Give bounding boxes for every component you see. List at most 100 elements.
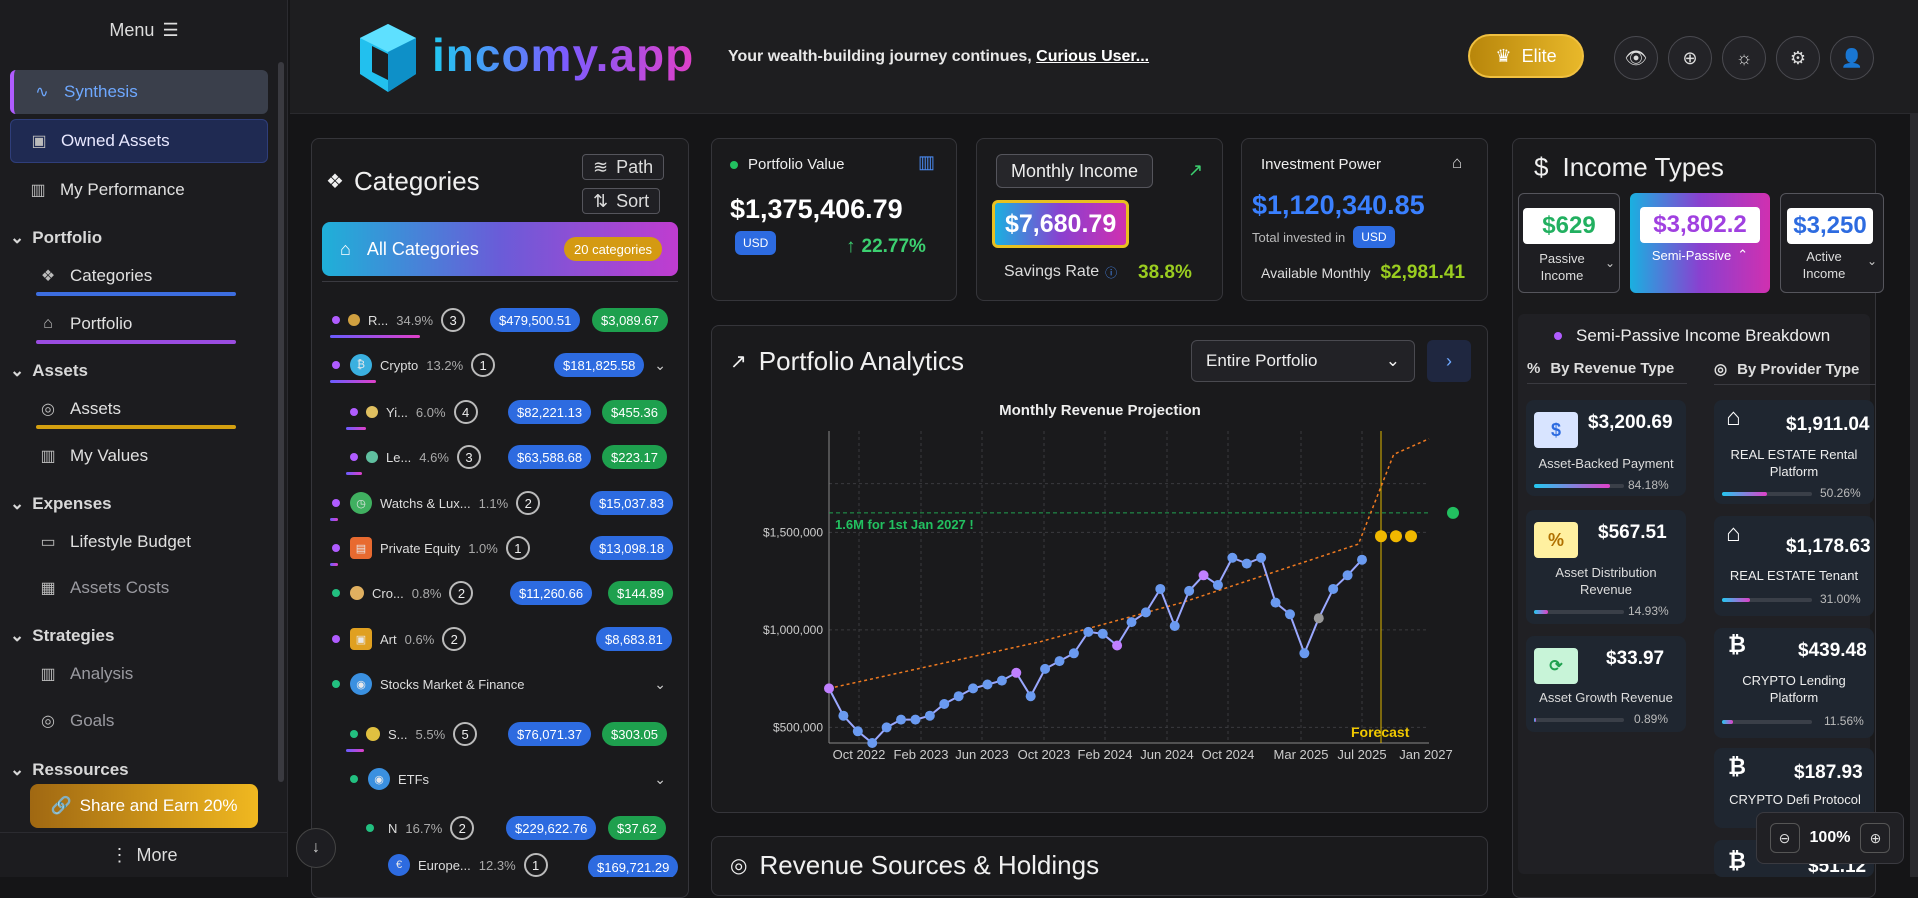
sidebar-item-portfolio[interactable]: ⌂ Portfolio bbox=[20, 302, 268, 346]
section-assets[interactable]: ⌄ Assets bbox=[10, 361, 88, 381]
category-row[interactable]: ₿ Crypto 13.2% 1 $181,825.58 ⌄ bbox=[322, 345, 678, 385]
sidebar-item-label: My Performance bbox=[60, 180, 185, 199]
chevron-down-icon: ⌄ bbox=[10, 626, 25, 645]
next-button[interactable]: › bbox=[1427, 340, 1471, 382]
bar-chart-icon[interactable]: ▥ bbox=[918, 152, 936, 172]
chevron-down-icon[interactable]: ⌄ bbox=[654, 356, 666, 373]
category-count: 2 bbox=[450, 816, 475, 840]
watch-icon: ◷ bbox=[350, 492, 372, 514]
sidebar-scrollbar[interactable] bbox=[278, 62, 284, 782]
revenue-card[interactable]: ⟳ $33.97 Asset Growth Revenue 0.89% bbox=[1526, 636, 1686, 732]
provider-card[interactable]: ⌂ $1,911.04 REAL ESTATE Rental Platform … bbox=[1714, 400, 1874, 504]
x-tick-label: Jan 2027 bbox=[1399, 747, 1453, 762]
sidebar-item-lifestyle-budget[interactable]: ▭ Lifestyle Budget bbox=[20, 520, 268, 564]
sidebar-item-assets-costs[interactable]: ▦ Assets Costs bbox=[20, 566, 268, 610]
page-scrollbar[interactable] bbox=[1910, 114, 1918, 877]
elite-button[interactable]: ♛ Elite bbox=[1468, 34, 1584, 78]
category-row[interactable]: Le... 4.6% 3 $63,588.68 $223.17 bbox=[322, 437, 678, 477]
section-portfolio[interactable]: ⌄ Portfolio bbox=[10, 228, 102, 248]
revenue-card[interactable]: % $567.51 Asset Distribution Revenue 14.… bbox=[1526, 510, 1686, 624]
percent-icon: % bbox=[1534, 522, 1578, 558]
user-link[interactable]: Curious User... bbox=[1036, 48, 1150, 65]
path-button[interactable]: ≋ Path bbox=[582, 154, 665, 180]
chevron-down-icon[interactable]: ⌄ bbox=[654, 770, 666, 787]
chevron-down-icon: ⌄ bbox=[10, 228, 25, 247]
settings-button[interactable]: ⚙ bbox=[1776, 36, 1820, 80]
sidebar-item-my-values[interactable]: ▥ My Values bbox=[20, 434, 268, 478]
data-point bbox=[881, 722, 892, 733]
category-name: N bbox=[388, 820, 398, 836]
section-label: Assets bbox=[32, 361, 89, 380]
bank-icon: ⌂ bbox=[43, 315, 53, 332]
category-row[interactable]: S... 5.5% 5 $76,071.37 $303.05 bbox=[322, 714, 678, 754]
sidebar-item-synthesis[interactable]: ∿ Synthesis bbox=[10, 70, 268, 114]
info-icon[interactable]: ⓘ bbox=[1105, 265, 1118, 280]
revenue-card[interactable]: $ $3,200.69 Asset-Backed Payment 84.18% bbox=[1526, 400, 1686, 496]
passive-income-tab[interactable]: $629 Passive Income ⌄ bbox=[1518, 193, 1620, 293]
active-income-tab[interactable]: $3,250 Active Income ⌄ bbox=[1780, 193, 1884, 293]
provider-card[interactable]: ₿ $439.48 CRYPTO Lending Platform 11.56% bbox=[1714, 628, 1874, 738]
category-dot bbox=[332, 544, 340, 552]
category-row[interactable]: € Europe... 12.3% 1 $169,721.29 bbox=[322, 853, 678, 877]
category-row[interactable]: ▤ Private Equity 1.0% 1 $13,098.18 bbox=[322, 528, 678, 568]
x-axis-ticks: Oct 2022 Feb 2023 Jun 2023 Oct 2023 Feb 2024… bbox=[833, 747, 1453, 762]
sidebar-item-assets[interactable]: ◎ Assets bbox=[20, 387, 268, 431]
provider-pct: 50.26% bbox=[1820, 486, 1861, 500]
y-tick-label: $500,000 bbox=[773, 720, 823, 734]
more-button[interactable]: ⋮ More bbox=[0, 845, 288, 866]
zoom-in-button[interactable]: ⊕ bbox=[1860, 823, 1891, 853]
category-progress bbox=[330, 518, 338, 521]
sidebar-item-goals[interactable]: ◎ Goals bbox=[20, 699, 268, 743]
category-progress bbox=[330, 335, 420, 338]
revenue-bar-fill bbox=[1534, 484, 1610, 488]
zoom-level: 100% bbox=[1809, 829, 1851, 846]
category-count: 2 bbox=[442, 627, 467, 651]
path-label: Path bbox=[616, 156, 654, 177]
portfolio-scope-select[interactable]: Entire Portfolio ⌄ bbox=[1191, 340, 1415, 382]
goal-label: 1.6M for 1st Jan 2027 ! bbox=[835, 517, 974, 532]
category-row[interactable]: ◉ Stocks Market & Finance ⌄ bbox=[322, 664, 678, 704]
actual-line bbox=[828, 556, 1363, 745]
section-strategies[interactable]: ⌄ Strategies bbox=[10, 626, 114, 646]
sidebar-item-categories[interactable]: ❖ Categories bbox=[20, 254, 268, 298]
category-row[interactable]: R... 34.9% 3 $479,500.51 $3,089.67 bbox=[322, 300, 678, 340]
trending-up-icon: ↗ bbox=[730, 351, 747, 373]
chevron-down-icon[interactable]: ⌄ bbox=[654, 675, 666, 692]
category-row[interactable]: Yi... 6.0% 4 $82,221.13 $455.36 bbox=[322, 392, 678, 432]
data-point bbox=[1126, 617, 1137, 628]
language-button[interactable]: ⊕ bbox=[1668, 36, 1712, 80]
sort-icon: ⇅ bbox=[593, 190, 609, 211]
data-point bbox=[1025, 691, 1036, 702]
profile-button[interactable]: 👤 bbox=[1830, 36, 1874, 80]
data-point bbox=[1357, 554, 1367, 565]
x-tick-label: Feb 2024 bbox=[1078, 747, 1133, 762]
provider-card[interactable]: ⌂ $1,178.63 REAL ESTATE Tenant 31.00% bbox=[1714, 516, 1874, 616]
visibility-toggle[interactable]: 👁 bbox=[1614, 36, 1658, 80]
sidebar-item-owned-assets[interactable]: ▣ Owned Assets bbox=[10, 119, 268, 163]
zoom-out-button[interactable]: ⊖ bbox=[1769, 823, 1800, 853]
category-dot bbox=[332, 589, 340, 597]
category-row[interactable]: ◉ ETFs ⌄ bbox=[322, 759, 678, 799]
semi-passive-tab[interactable]: $3,802.2 Semi-Passive ⌃ bbox=[1630, 193, 1770, 293]
theme-toggle[interactable]: ☼ bbox=[1722, 36, 1766, 80]
portfolio-value: $1,375,406.79 bbox=[730, 194, 903, 224]
category-row[interactable]: ▣ Art 0.6% 2 $8,683.81 bbox=[322, 619, 678, 659]
categories-title: ❖ Categories bbox=[326, 166, 480, 197]
semi-passive-value: $3,802.2 bbox=[1640, 207, 1760, 243]
sidebar-item-my-performance[interactable]: ▥ My Performance bbox=[10, 168, 268, 212]
scroll-down-button[interactable]: ↓ bbox=[296, 828, 336, 868]
category-row[interactable]: ◷ Watchs & Lux... 1.1% 2 $15,037.83 bbox=[322, 483, 678, 523]
category-row[interactable]: Cro... 0.8% 2 $11,260.66 $144.89 bbox=[322, 573, 678, 613]
sort-button[interactable]: ⇅ Sort bbox=[582, 188, 661, 214]
sidebar-item-analysis[interactable]: ▥ Analysis bbox=[20, 652, 268, 696]
equity-icon: ▤ bbox=[350, 537, 372, 559]
menu-toggle[interactable]: Menu ☰ bbox=[0, 20, 288, 41]
revenue-pct: 84.18% bbox=[1628, 478, 1669, 492]
section-ressources[interactable]: ⌄ Ressources bbox=[10, 760, 129, 780]
logo-text[interactable]: incomy.app bbox=[432, 29, 695, 81]
share-and-earn-button[interactable]: 🔗 Share and Earn 20% bbox=[30, 784, 258, 828]
data-point bbox=[1313, 613, 1324, 624]
section-expenses[interactable]: ⌄ Expenses bbox=[10, 494, 112, 514]
category-row[interactable]: N 16.7% 2 $229,622.76 $37.62 bbox=[322, 808, 678, 848]
category-income: $303.05 bbox=[602, 722, 667, 746]
